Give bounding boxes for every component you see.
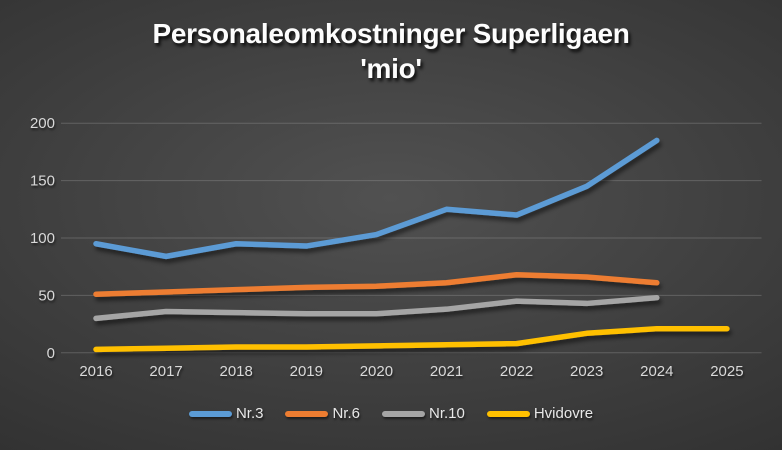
legend-item-nr-10: Nr.10 [381,405,465,422]
legend-item-nr-6: Nr.6 [285,405,360,422]
chart-title-line2: 'mio' [360,53,422,84]
legend-item-nr-3: Nr.3 [188,405,264,422]
x-axis-tick-label: 2020 [360,363,393,380]
series-line-nr-3 [93,137,660,260]
legend-swatch-icon [486,410,530,417]
legend-label: Hvidovre [533,405,594,422]
legend-label: Nr.10 [428,405,465,422]
series-lines [93,137,730,353]
x-axis-tick-label: 2018 [220,363,253,380]
legend: Nr.3 Nr.6 Nr.10 Hvidovre [0,405,782,422]
y-axis-tick-label: 150 [30,173,55,190]
gridlines [61,122,762,354]
legend-swatch-icon [285,410,329,417]
x-axis-tick-label: 2024 [640,363,673,380]
chart-title-line1: Personaleomkostninger Superligaen [152,18,630,49]
legend-swatch-icon [188,410,232,417]
x-axis-tick-label: 2023 [570,363,603,380]
series-line-nr-10 [93,294,660,322]
y-axis-tick-label: 100 [30,230,55,247]
chart-title: Personaleomkostninger Superligaen 'mio' [0,16,782,86]
series-line-hvidovre [93,325,730,353]
x-axis-tick-label: 2022 [500,363,533,380]
x-axis-tick-label: 2016 [79,363,112,380]
y-axis-tick-label: 200 [30,115,55,132]
y-axis-tick-label: 50 [38,287,55,304]
y-axis-tick-label: 0 [47,345,55,362]
legend-label: Nr.3 [235,405,264,422]
x-axis-tick-label: 2017 [149,363,182,380]
x-axis-tick-label: 2019 [290,363,323,380]
legend-label: Nr.6 [332,405,360,422]
x-axis-tick-label: 2021 [430,363,463,380]
x-axis-tick-label: 2025 [710,363,743,380]
series-line-nr-6 [93,271,660,298]
legend-item-hvidovre: Hvidovre [486,405,594,422]
legend-swatch-icon [381,410,425,417]
axis-labels: 0 50 100 150 200 2016 2017 2018 2019 2020 2021 2022… [30,115,744,380]
